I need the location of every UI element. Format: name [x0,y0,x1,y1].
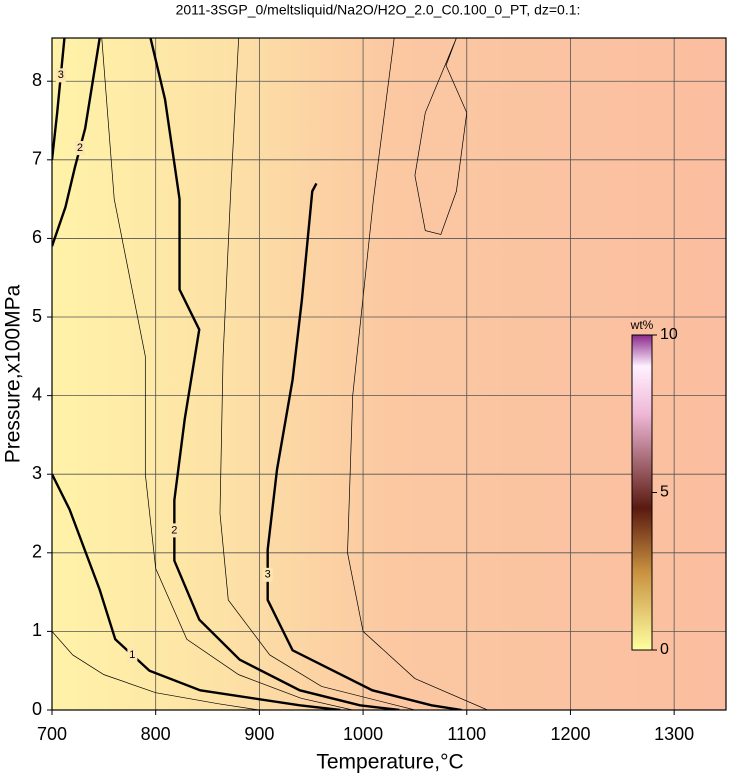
contours: 1 2 2 3 3 [52,38,488,710]
x-tick-label: 800 [141,724,171,744]
contour-line [414,38,468,235]
chart-title: 2011-3SGP_0/meltsliquid/Na2O/H2O_2.0_C0.… [176,2,581,18]
y-tick-label: 0 [32,699,42,719]
contour-line [52,631,260,710]
x-tick-label: 1200 [550,724,590,744]
x-tick-label: 700 [37,724,67,744]
y-tick-label: 7 [32,149,42,169]
overlay: 700 800 900 1000 1100 1200 1300012345678wt%051… [32,37,727,744]
contour-label: 2 [77,142,83,154]
colorbar-tick-label: 0 [660,641,669,658]
contour-label-bg [169,523,180,538]
contour-line [149,38,400,710]
contour-label-bg [55,68,66,83]
contour-line [52,38,66,160]
x-tick-label: 900 [244,724,274,744]
x-tick-label: 1000 [343,724,383,744]
contour-label: 2 [171,524,177,536]
contour-line [219,38,416,710]
contour-line [52,38,101,247]
y-tick-label: 3 [32,463,42,483]
y-tick-label: 2 [32,542,42,562]
contour-line [347,38,488,710]
y-tick-label: 1 [32,620,42,640]
colorbar-label: wt% [630,318,654,332]
y-tick-label: 8 [32,70,42,90]
contour-label: 3 [58,69,64,81]
contour-label-bg [262,567,273,582]
y-tick-label: 5 [32,306,42,326]
x-tick-label: 1300 [654,724,694,744]
contour-line [266,182,462,710]
colorbar-tick-label: 10 [660,326,678,343]
y-axis-label: Pressure,x100MPa [2,284,25,463]
contour-line [101,38,353,710]
x-axis-label: Temperature,°C [316,751,463,774]
contour-label: 1 [129,649,135,661]
plot-frame [51,37,727,711]
x-tick-label: 1100 [447,724,486,744]
contour-label-bg [127,647,138,662]
colorbar [631,334,653,651]
contour-label: 3 [265,569,271,581]
colorbar-tick-label: 5 [660,484,669,501]
grid [51,38,726,711]
y-tick-label: 6 [32,227,42,247]
y-tick-label: 4 [32,384,42,404]
contour-label-bg [74,141,85,156]
plot-background [52,38,726,710]
